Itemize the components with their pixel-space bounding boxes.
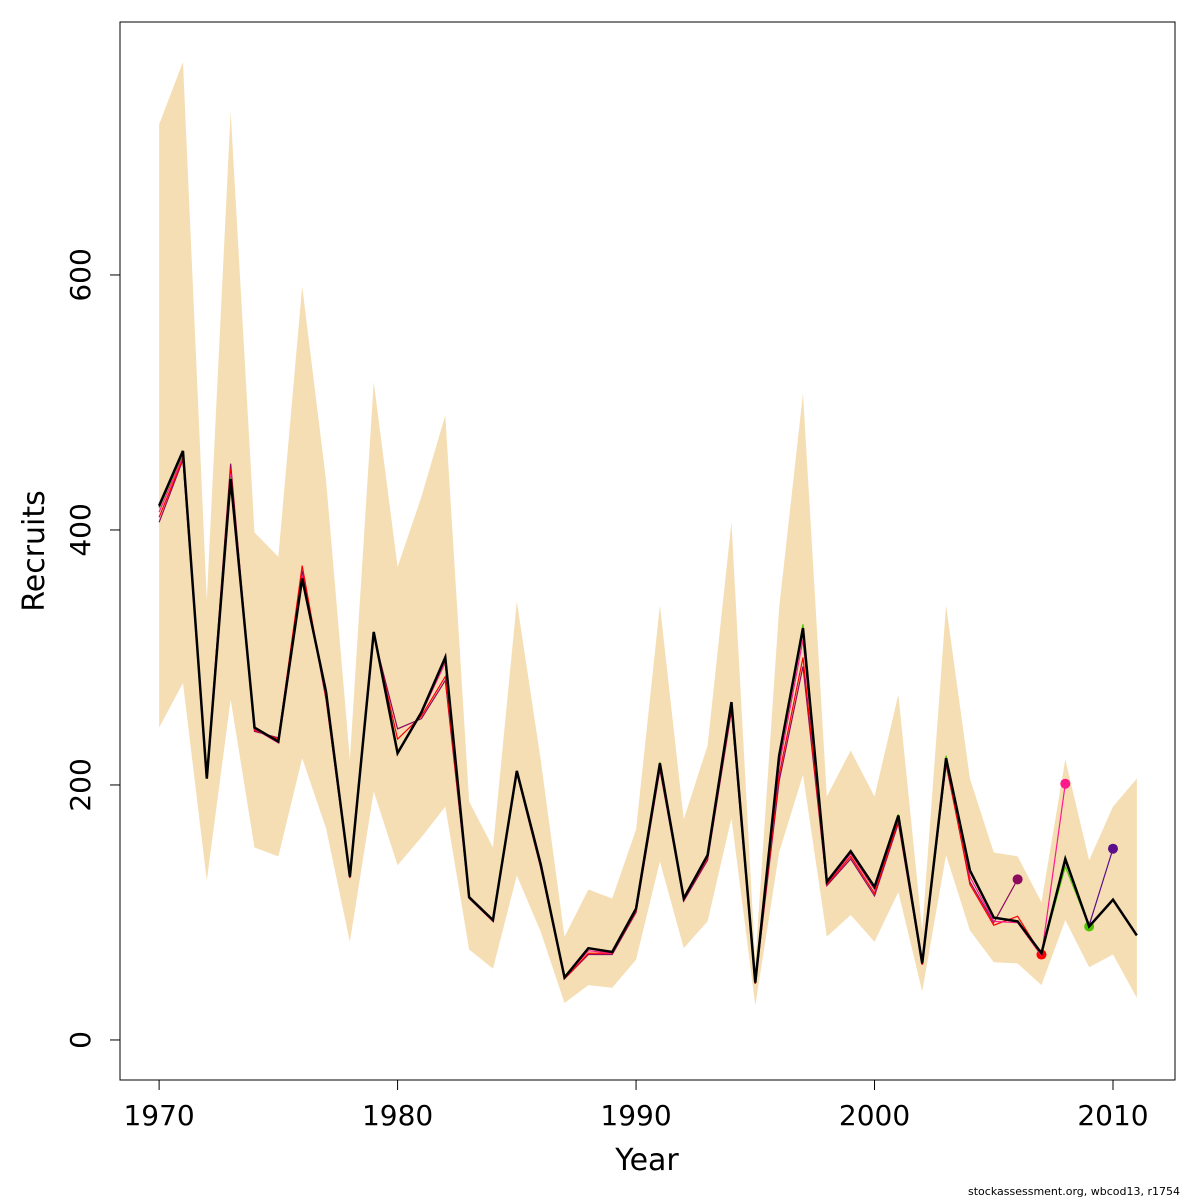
y-tick-label: 600 xyxy=(64,248,97,301)
x-tick-label: 1980 xyxy=(362,1099,433,1132)
y-tick-label: 200 xyxy=(64,758,97,811)
confidence-band xyxy=(159,62,1137,1006)
series-line xyxy=(157,450,1138,983)
y-axis-label: Recruits xyxy=(17,490,52,612)
end-point xyxy=(1012,874,1023,885)
series-line xyxy=(158,459,1019,984)
footnote: stockassessment.org, wbcod13, r1754 xyxy=(968,1185,1180,1198)
y-tick-label: 0 xyxy=(64,1031,97,1049)
series-line xyxy=(158,458,1042,984)
x-axis-label: Year xyxy=(614,1143,679,1178)
x-tick-label: 1990 xyxy=(600,1099,671,1132)
y-tick-label: 400 xyxy=(64,503,97,556)
end-point xyxy=(1060,778,1071,789)
x-tick-label: 1970 xyxy=(123,1099,194,1132)
end-point xyxy=(1107,843,1118,854)
x-tick-label: 2010 xyxy=(1077,1099,1148,1132)
x-tick-label: 2000 xyxy=(839,1099,910,1132)
